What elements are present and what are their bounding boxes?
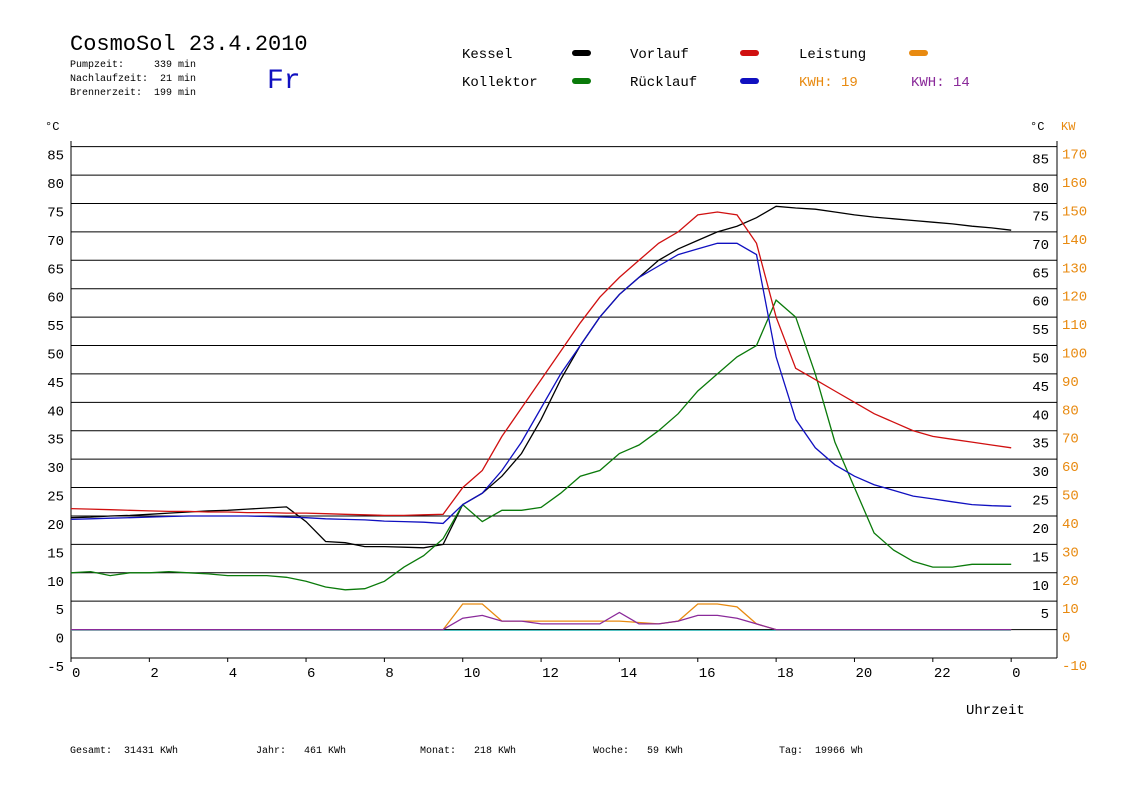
y-right-tick-label: 55 bbox=[1032, 323, 1049, 339]
y2-tick-label: 100 bbox=[1062, 347, 1087, 363]
y-tick-label: 70 bbox=[47, 234, 64, 250]
y-tick-label: 60 bbox=[47, 291, 64, 307]
y-tick-label: 75 bbox=[47, 205, 64, 221]
y2-tick-label: 120 bbox=[1062, 290, 1087, 306]
legend-label: Kollektor bbox=[462, 75, 538, 91]
footer-text: Tag: 19966 Wh bbox=[779, 745, 863, 757]
y2-unit: KW bbox=[1061, 120, 1076, 134]
series-line bbox=[70, 205, 1012, 549]
x-tick-label: 20 bbox=[855, 666, 872, 682]
y-right-tick-label: 15 bbox=[1032, 550, 1049, 566]
legend-label: Rücklauf bbox=[630, 75, 697, 91]
x-axis-label: Uhrzeit bbox=[966, 703, 1025, 719]
y2-tick-label: 170 bbox=[1062, 148, 1087, 164]
y-right-tick-label: 35 bbox=[1032, 437, 1049, 453]
y-right-tick-label: 85 bbox=[1032, 153, 1049, 169]
y2-tick-label: 80 bbox=[1062, 403, 1079, 419]
stat-text: Pumpzeit: 339 min bbox=[70, 59, 196, 71]
y-right-tick-label: 10 bbox=[1032, 579, 1049, 595]
y2-tick-label: 130 bbox=[1062, 261, 1087, 277]
y2-tick-label: 160 bbox=[1062, 176, 1087, 192]
y2-tick-label: 0 bbox=[1062, 631, 1070, 647]
annotation: KWH: 19 bbox=[799, 75, 858, 91]
y-unit-right: °C bbox=[1030, 120, 1044, 134]
y-tick-label: 50 bbox=[47, 348, 64, 364]
legend-label: Leistung bbox=[799, 47, 866, 63]
weekday: Fr bbox=[267, 66, 301, 97]
legend-label: Vorlauf bbox=[630, 47, 689, 63]
y-right-tick-label: 60 bbox=[1032, 295, 1049, 311]
y2-tick-label: 30 bbox=[1062, 545, 1079, 561]
y-tick-label: -5 bbox=[47, 660, 64, 676]
x-tick-label: 12 bbox=[542, 666, 559, 682]
x-tick-label: 22 bbox=[934, 666, 951, 682]
y-right-tick-label: 30 bbox=[1032, 465, 1049, 481]
y-tick-label: 40 bbox=[47, 404, 64, 420]
x-tick-label: 18 bbox=[777, 666, 794, 682]
y-tick-label: 10 bbox=[47, 575, 64, 591]
footer-text: Gesamt: 31431 KWh bbox=[70, 745, 178, 757]
y-tick-label: 20 bbox=[47, 518, 64, 534]
x-tick-label: 2 bbox=[150, 666, 158, 682]
y-right-tick-label: 50 bbox=[1032, 352, 1049, 368]
stat-text: Nachlaufzeit: 21 min bbox=[70, 73, 196, 85]
x-tick-label: 4 bbox=[229, 666, 237, 682]
y-tick-label: 65 bbox=[47, 262, 64, 278]
stat-text: Brennerzeit: 199 min bbox=[70, 87, 196, 99]
y-tick-label: 80 bbox=[47, 177, 64, 193]
x-tick-label: 16 bbox=[699, 666, 716, 682]
y2-tick-label: 50 bbox=[1062, 489, 1079, 505]
y2-tick-label: 60 bbox=[1062, 460, 1079, 476]
y-right-tick-label: 5 bbox=[1041, 607, 1049, 623]
y2-tick-label: 150 bbox=[1062, 204, 1087, 220]
y-right-tick-label: 25 bbox=[1032, 494, 1049, 510]
x-tick-label: 0 bbox=[1012, 666, 1020, 682]
y-right-tick-label: 70 bbox=[1032, 238, 1049, 254]
y2-tick-label: 140 bbox=[1062, 233, 1087, 249]
footer-text: Woche: 59 KWh bbox=[593, 745, 683, 757]
y2-tick-label: -10 bbox=[1062, 659, 1087, 675]
y-right-tick-label: 45 bbox=[1032, 380, 1049, 396]
x-tick-label: 0 bbox=[72, 666, 80, 682]
series-line bbox=[70, 242, 1012, 525]
y2-tick-label: 90 bbox=[1062, 375, 1079, 391]
y-tick-label: 35 bbox=[47, 433, 64, 449]
footer-text: Jahr: 461 KWh bbox=[256, 745, 346, 757]
legend-label: Kessel bbox=[462, 47, 512, 63]
y2-tick-label: 70 bbox=[1062, 432, 1079, 448]
x-tick-label: 8 bbox=[385, 666, 393, 682]
y-tick-label: 30 bbox=[47, 461, 64, 477]
x-tick-label: 10 bbox=[464, 666, 481, 682]
y-tick-label: 5 bbox=[56, 603, 64, 619]
y-right-tick-label: 80 bbox=[1032, 181, 1049, 197]
y-unit: °C bbox=[45, 120, 59, 134]
y2-tick-label: 10 bbox=[1062, 602, 1079, 618]
y-tick-label: 15 bbox=[47, 546, 64, 562]
y-tick-label: 25 bbox=[47, 490, 64, 506]
chart-title: CosmoSol 23.4.2010 bbox=[70, 32, 308, 57]
y-tick-label: 45 bbox=[47, 376, 64, 392]
y-tick-label: 55 bbox=[47, 319, 64, 335]
x-tick-label: 6 bbox=[307, 666, 315, 682]
y-right-tick-label: 75 bbox=[1032, 209, 1049, 225]
y-tick-label: 85 bbox=[47, 149, 64, 165]
footer-text: Monat: 218 KWh bbox=[420, 745, 516, 757]
y-tick-label: 0 bbox=[56, 632, 64, 648]
series-line bbox=[70, 211, 1012, 517]
series-line bbox=[71, 611, 1012, 631]
y-right-tick-label: 65 bbox=[1032, 266, 1049, 282]
y2-tick-label: 110 bbox=[1062, 318, 1087, 334]
y-right-tick-label: 20 bbox=[1032, 522, 1049, 538]
x-tick-label: 14 bbox=[620, 666, 637, 682]
series-line bbox=[70, 299, 1012, 591]
y-right-tick-label: 40 bbox=[1032, 408, 1049, 424]
y2-tick-label: 40 bbox=[1062, 517, 1079, 533]
y2-tick-label: 20 bbox=[1062, 574, 1079, 590]
legend-label: KWH: 14 bbox=[911, 75, 970, 91]
